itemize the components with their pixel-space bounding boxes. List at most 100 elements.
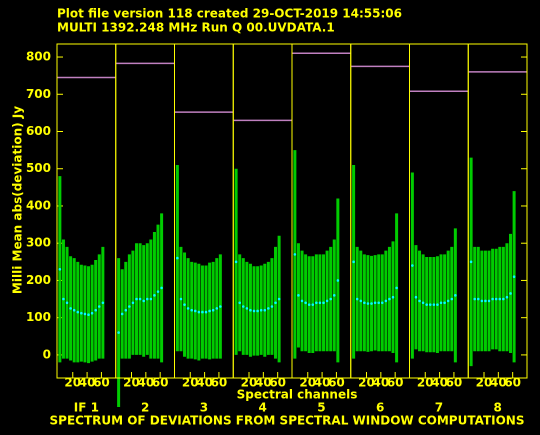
x-tick-label: 60 — [211, 376, 228, 390]
x-tick-label: 40 — [431, 376, 448, 390]
data-point — [190, 308, 193, 312]
data-point — [304, 301, 307, 305]
y-axis-label: Milli Mean abs(deviation) Jy — [11, 106, 25, 294]
x-tick-label: 60 — [93, 376, 110, 390]
data-point — [439, 301, 443, 305]
y-tick-label: 300 — [26, 236, 51, 250]
data-point — [411, 264, 414, 267]
data-point — [201, 310, 204, 314]
data-point — [97, 305, 101, 308]
data-point — [274, 301, 277, 305]
panel-label: 5 — [317, 401, 325, 415]
data-point — [469, 260, 473, 264]
data-point — [505, 295, 509, 299]
panel-label: 7 — [435, 401, 443, 415]
data-point — [363, 301, 366, 305]
x-tick-label: 60 — [446, 376, 463, 390]
panel-frame — [467, 43, 528, 379]
data-point — [307, 303, 311, 306]
data-point — [80, 311, 83, 315]
data-point — [90, 311, 94, 315]
data-point — [395, 286, 398, 290]
x-tick-label: 40 — [372, 376, 389, 390]
data-point — [176, 256, 179, 260]
data-point — [336, 279, 340, 282]
data-point — [153, 294, 156, 297]
panel-label: 8 — [493, 401, 501, 415]
data-point — [370, 302, 373, 305]
x-tick-label: 60 — [387, 376, 404, 390]
data-point — [263, 308, 267, 312]
data-point — [76, 310, 80, 314]
data-point — [65, 301, 69, 305]
data-point — [211, 308, 215, 312]
y-tick-label: 600 — [26, 124, 51, 138]
data-point — [418, 299, 421, 303]
y-tick-label: 100 — [26, 310, 51, 324]
y-tick-label: 400 — [26, 198, 51, 212]
data-point — [300, 299, 304, 303]
data-point — [425, 303, 428, 306]
footer: SPECTRUM OF DEVIATIONS FROM SPECTRAL WIN… — [50, 414, 525, 428]
data-point — [446, 299, 450, 303]
data-point — [160, 286, 163, 290]
data-point — [179, 297, 183, 301]
data-point — [277, 297, 281, 301]
data-point — [87, 313, 90, 317]
data-point — [421, 301, 425, 305]
data-point — [58, 267, 62, 271]
x-tick-label: 20 — [299, 376, 316, 390]
data-point — [156, 290, 160, 293]
x-tick-label: 60 — [269, 376, 286, 390]
data-point — [473, 297, 476, 301]
data-point — [94, 308, 97, 312]
data-point — [62, 297, 65, 301]
data-point — [352, 260, 355, 264]
data-point — [101, 301, 105, 305]
data-point — [149, 297, 153, 301]
y-tick-label: 200 — [26, 273, 51, 287]
data-point — [297, 294, 300, 297]
data-point — [311, 303, 315, 306]
data-point — [498, 297, 502, 301]
data-point — [325, 299, 329, 303]
data-point — [293, 253, 297, 256]
x-tick-label: 20 — [476, 376, 493, 390]
data-point — [502, 297, 505, 301]
x-tick-label: 20 — [64, 376, 81, 390]
data-point — [318, 301, 322, 305]
data-point — [476, 297, 480, 301]
panel-label: 4 — [258, 401, 266, 415]
chart-title: Plot file version 118 created 29-OCT-201… — [57, 7, 402, 21]
data-point — [72, 308, 76, 312]
data-point — [204, 310, 208, 314]
data-point — [432, 303, 436, 306]
x-tick-label: 40 — [490, 376, 507, 390]
x-tick-label: 20 — [123, 376, 140, 390]
data-point — [315, 301, 318, 305]
data-point — [186, 307, 190, 310]
x-tick-label: 20 — [358, 376, 375, 390]
data-point — [391, 295, 395, 299]
data-point — [388, 297, 391, 301]
panel-label: 2 — [141, 401, 149, 415]
x-tick-label: 60 — [504, 376, 521, 390]
data-point — [193, 309, 197, 313]
data-point — [234, 260, 238, 264]
data-point — [252, 309, 256, 313]
data-point — [124, 308, 128, 312]
data-point — [120, 312, 124, 316]
x-axis-label: Spectral channels — [237, 388, 358, 402]
x-tick-label: 40 — [314, 376, 331, 390]
data-point — [414, 295, 418, 299]
x-tick-label: 40 — [255, 376, 272, 390]
data-point — [332, 294, 336, 297]
data-point — [329, 297, 332, 301]
data-point — [366, 302, 370, 305]
data-point — [145, 297, 149, 301]
x-tick-label: 20 — [417, 376, 434, 390]
data-point — [480, 299, 484, 303]
y-tick-label: 800 — [26, 50, 51, 64]
data-point — [142, 299, 145, 303]
